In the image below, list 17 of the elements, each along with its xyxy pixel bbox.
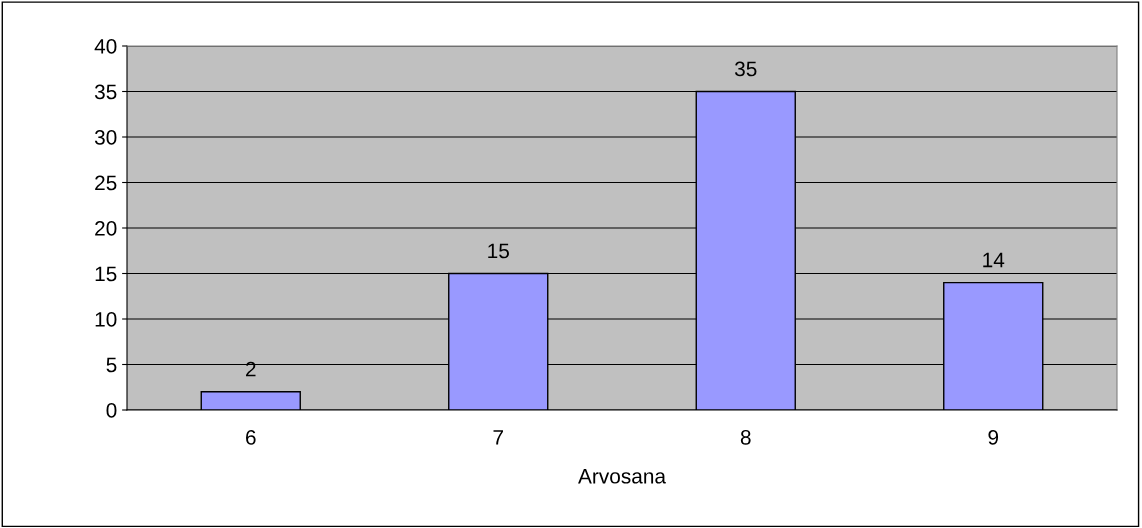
x-tick-label: 7 — [493, 430, 503, 445]
data-label: 35 — [734, 61, 757, 77]
y-tick-label: 15 — [95, 266, 117, 282]
y-tick-label: 20 — [95, 221, 117, 236]
x-tick-label: 9 — [988, 429, 999, 445]
x-axis-title: Arvosana — [578, 469, 667, 484]
y-tick-label: 30 — [94, 130, 117, 145]
data-label: 15 — [488, 243, 509, 259]
y-tick-label: 25 — [95, 175, 117, 191]
x-tick-label: 8 — [740, 429, 751, 445]
y-tick-label: 10 — [95, 312, 117, 327]
y-tick-label: 0 — [106, 403, 117, 418]
y-tick-label: 35 — [94, 84, 117, 100]
data-label: 14 — [983, 252, 1005, 268]
y-tick-label: 40 — [94, 39, 117, 54]
y-tick-label: 5 — [106, 357, 117, 373]
x-tick-label: 6 — [246, 429, 256, 445]
